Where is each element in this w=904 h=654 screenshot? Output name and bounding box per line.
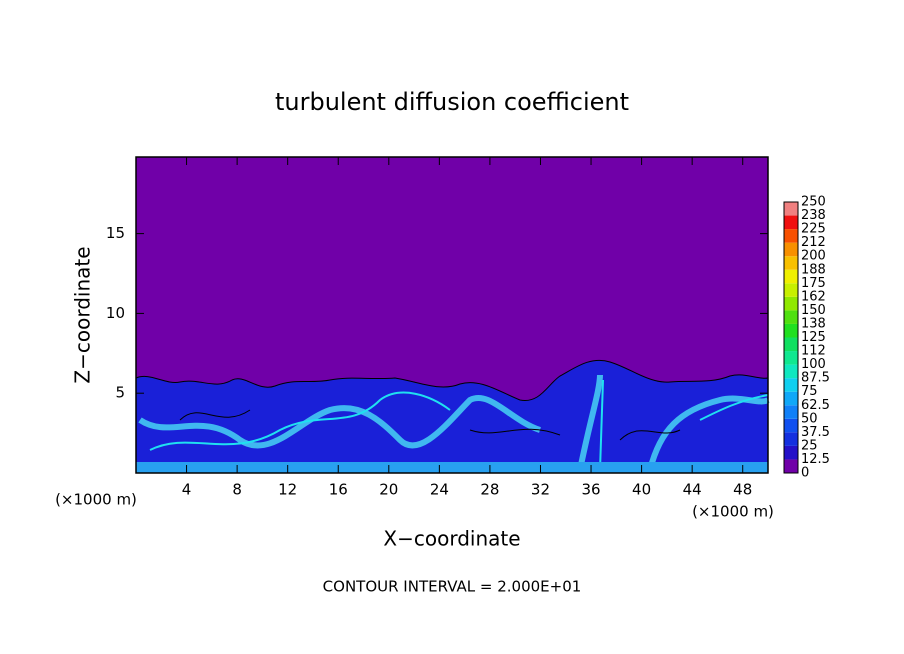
colorbar-label: 125 xyxy=(801,330,826,345)
x-tick-label: 4 xyxy=(182,481,192,499)
colorbar-label: 100 xyxy=(801,357,826,372)
colorbar-band xyxy=(784,296,798,311)
colorbar-label: 50 xyxy=(801,411,818,426)
colorbar-label: 188 xyxy=(801,262,826,277)
colorbar-band xyxy=(784,459,798,473)
colorbar-label: 162 xyxy=(801,289,826,304)
colorbar-label: 200 xyxy=(801,249,826,264)
colorbar-band xyxy=(784,378,798,392)
colorbar-band xyxy=(784,242,798,257)
y-axis-label: Z−coordinate xyxy=(71,246,95,383)
field xyxy=(135,157,770,474)
colorbar-band xyxy=(784,256,798,270)
colorbar-label: 225 xyxy=(801,222,826,237)
plot-frame xyxy=(135,156,769,474)
y-tick-label: 5 xyxy=(115,384,125,402)
x-tick-label: 16 xyxy=(329,481,348,499)
surface-layer xyxy=(136,462,768,473)
y-tick-label: 15 xyxy=(106,224,125,242)
streak xyxy=(138,374,770,471)
chart-title: turbulent diffusion coefficient xyxy=(275,88,629,116)
x-tick-label: 40 xyxy=(632,481,651,499)
colorbar-band xyxy=(784,215,798,230)
colorbar-label: 12.5 xyxy=(801,452,830,467)
colorbar-band xyxy=(784,445,798,460)
contour-line xyxy=(179,409,681,441)
x-axis-label: X−coordinate xyxy=(383,527,520,551)
colorbar-band xyxy=(784,351,798,365)
colorbar-band xyxy=(784,229,798,243)
colorbar-label: 212 xyxy=(801,235,826,250)
colorbar-label: 112 xyxy=(801,344,826,359)
colorbar-band xyxy=(784,405,798,419)
x-tick-label: 44 xyxy=(683,481,702,499)
colorbar-label: 37.5 xyxy=(801,425,830,440)
colorbar-label: 0 xyxy=(801,466,809,481)
x-tick-label: 32 xyxy=(531,481,550,499)
y-tick-label: 10 xyxy=(106,304,125,322)
colorbar-band xyxy=(784,337,798,352)
colorbar-band xyxy=(784,391,798,406)
streak xyxy=(149,379,769,471)
x-tick-label: 28 xyxy=(480,481,499,499)
x-tick-label: 36 xyxy=(581,481,600,499)
x-tick-label: 48 xyxy=(733,481,752,499)
colorbar-label: 250 xyxy=(801,195,826,210)
colorbar-label: 87.5 xyxy=(801,371,830,386)
colorbar-band xyxy=(784,269,798,284)
colorbar-band xyxy=(784,323,798,338)
x-tick-label: 24 xyxy=(430,481,449,499)
x-tick-label: 8 xyxy=(232,481,242,499)
colorbar-label: 238 xyxy=(801,208,826,223)
x-unit: (×1000 m) xyxy=(692,503,774,521)
x-tick-label: 12 xyxy=(278,481,297,499)
colorbar-band xyxy=(784,310,798,324)
x-tick-label: 20 xyxy=(379,481,398,499)
colorbar-band xyxy=(784,432,798,446)
colorbar-label: 150 xyxy=(801,303,826,318)
colorbar-label: 138 xyxy=(801,316,826,331)
colorbar-label: 62.5 xyxy=(801,398,830,413)
colorbar-frame xyxy=(783,201,799,474)
colorbar-label: 175 xyxy=(801,276,826,291)
x-unit: (×1000 m) xyxy=(55,491,137,509)
colorbar-band xyxy=(784,283,798,297)
colorbar-band xyxy=(784,418,798,433)
colorbar-band xyxy=(784,364,798,379)
colorbar-band xyxy=(784,202,798,216)
colorbar-label: 25 xyxy=(801,438,818,453)
colorbar-label: 75 xyxy=(801,384,818,399)
footnote: CONTOUR INTERVAL = 2.000E+01 xyxy=(323,578,582,596)
